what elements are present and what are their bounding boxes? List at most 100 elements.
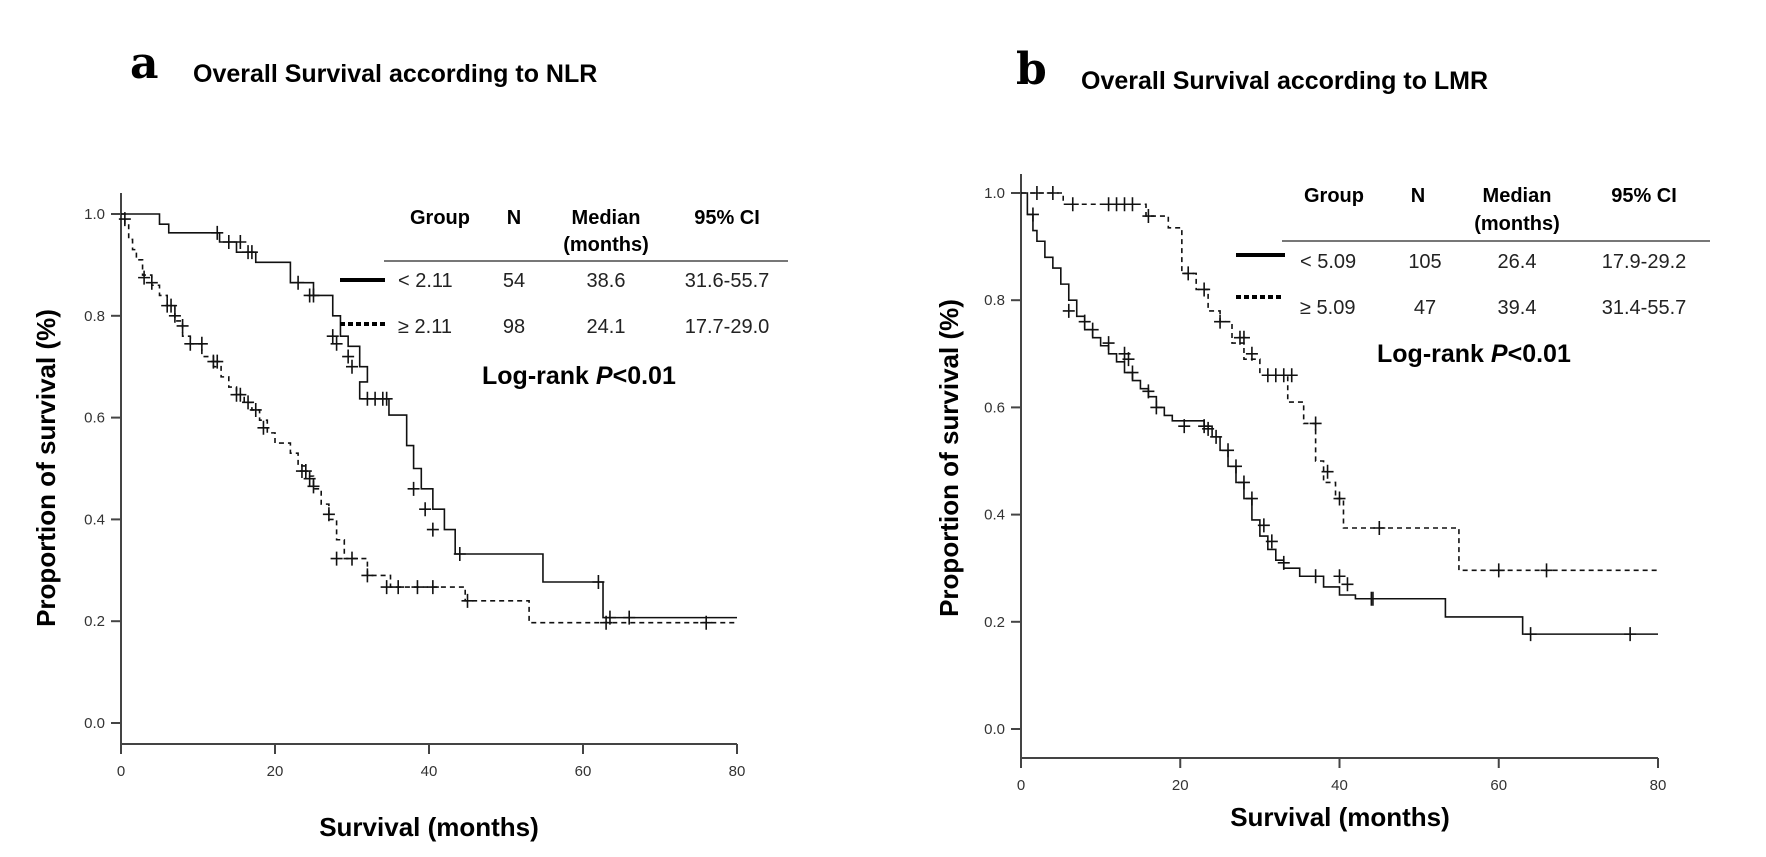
censor-mark — [195, 336, 208, 351]
x-tick-label: 60 — [1490, 777, 1507, 794]
censor-mark — [361, 568, 374, 583]
censor-mark — [1309, 569, 1322, 584]
censor-mark — [138, 270, 151, 285]
ticks-a: 0 20 40 60 80 0.0 0.2 0.4 0.6 0.8 1.0 — [84, 206, 745, 780]
censor-mark — [1366, 591, 1379, 606]
panel-label-b: b — [1016, 44, 1047, 95]
row-n: 105 — [1408, 251, 1441, 273]
censor-mark — [380, 391, 393, 406]
row-median: 24.1 — [587, 316, 626, 338]
x-tick-label: 60 — [575, 763, 592, 780]
censor-mark — [211, 354, 224, 369]
censor-mark — [118, 212, 131, 227]
censor-mark — [1178, 419, 1191, 434]
row-n: 47 — [1414, 297, 1436, 319]
y-tick-label: 0.4 — [984, 507, 1005, 524]
censor-mark — [1285, 368, 1298, 383]
censor-mark — [1150, 400, 1163, 415]
summary-table-b: Group N Median (months) 95% CI < 5.09 10… — [1236, 185, 1710, 368]
censor-mark — [242, 395, 255, 410]
censor-mark — [1102, 336, 1115, 351]
censor-mark — [411, 580, 424, 595]
censor-mark — [1198, 282, 1211, 297]
censor-mark — [1086, 322, 1099, 337]
censor-mark — [1309, 416, 1322, 431]
censor-mark — [426, 522, 439, 537]
censor-mark — [257, 420, 270, 435]
censor-mark — [249, 402, 262, 417]
censor-mark — [184, 336, 197, 351]
censor-mark — [1245, 491, 1258, 506]
row-group: < 2.11 — [398, 270, 453, 292]
survival-curve-solid — [121, 213, 737, 619]
censor-mark — [600, 615, 613, 630]
censor-mark — [211, 225, 224, 240]
censor-mark — [1265, 534, 1278, 549]
y-tick-label: 0.6 — [984, 399, 1005, 416]
censor-mark — [419, 502, 432, 517]
censor-mark — [1142, 384, 1155, 399]
row-ci: 17.9-29.2 — [1602, 251, 1687, 273]
censor-mark — [453, 547, 466, 562]
censor-marks-b — [1026, 186, 1637, 642]
censor-mark — [1210, 429, 1223, 444]
censor-marks-a — [118, 212, 713, 630]
table-header-median-sub: (months) — [1474, 213, 1560, 235]
censor-mark — [168, 308, 181, 323]
censor-mark — [1321, 464, 1334, 479]
censor-mark — [1062, 303, 1075, 318]
logrank-annotation: Log-rank P<0.01 — [1377, 340, 1571, 368]
censor-mark — [145, 275, 158, 290]
x-tick-label: 40 — [421, 763, 438, 780]
censor-mark — [1624, 627, 1637, 642]
logrank-p: P — [1491, 340, 1508, 368]
censor-mark — [1524, 627, 1537, 642]
logrank-value: <0.01 — [1508, 340, 1571, 368]
censor-mark — [1333, 491, 1346, 506]
panel-a: a Overall Survival according to NLR 0 20 4… — [31, 38, 788, 842]
censor-mark — [307, 288, 320, 303]
y-tick-label: 0.6 — [84, 410, 105, 427]
survival-curve-dashed — [1021, 192, 1658, 572]
censor-mark — [1222, 443, 1235, 458]
table-header-ci: 95% CI — [1611, 185, 1677, 207]
censor-mark — [1214, 314, 1227, 329]
summary-table-a: Group N Median (months) 95% CI < 2.11 54… — [340, 207, 788, 390]
censor-mark — [1126, 197, 1139, 212]
censor-mark — [1026, 207, 1039, 222]
censor-mark — [1078, 314, 1091, 329]
row-ci: 17.7-29.0 — [685, 316, 770, 338]
table-header-group: Group — [410, 207, 470, 229]
censor-mark — [346, 551, 358, 566]
table-header-n: N — [507, 207, 521, 229]
logrank-p: P — [596, 362, 613, 390]
x-tick-label: 80 — [729, 763, 746, 780]
y-tick-label: 0.8 — [984, 292, 1005, 309]
censor-mark — [342, 349, 355, 364]
censor-mark — [392, 580, 405, 595]
censor-mark — [234, 387, 247, 402]
x-tick-label: 0 — [117, 763, 125, 780]
table-header-group: Group — [1304, 185, 1364, 207]
censor-mark — [165, 298, 178, 313]
censor-mark — [700, 615, 713, 630]
censor-mark — [322, 507, 335, 522]
x-tick-label: 20 — [1172, 777, 1189, 794]
y-axis-label-b: Proportion of survival (%) — [934, 299, 964, 617]
censor-mark — [1237, 475, 1250, 490]
y-axis-label-a: Proportion of survival (%) — [31, 309, 61, 627]
censor-mark — [1245, 346, 1258, 361]
chart-title-b: Overall Survival according to LMR — [1081, 67, 1488, 95]
row-group: ≥ 5.09 — [1300, 297, 1355, 319]
censor-mark — [292, 275, 305, 290]
x-axis-label-b: Survival (months) — [1230, 802, 1450, 832]
y-tick-label: 0.4 — [84, 511, 105, 528]
censor-mark — [303, 471, 316, 486]
panel-b: b Overall Survival according to LMR 0 20 4… — [934, 44, 1710, 832]
logrank-prefix: Log-rank — [1377, 340, 1491, 368]
row-median: 26.4 — [1498, 251, 1537, 273]
y-tick-label: 1.0 — [84, 206, 105, 223]
row-median: 38.6 — [587, 270, 626, 292]
censor-mark — [1237, 330, 1250, 345]
censor-mark — [307, 479, 320, 494]
